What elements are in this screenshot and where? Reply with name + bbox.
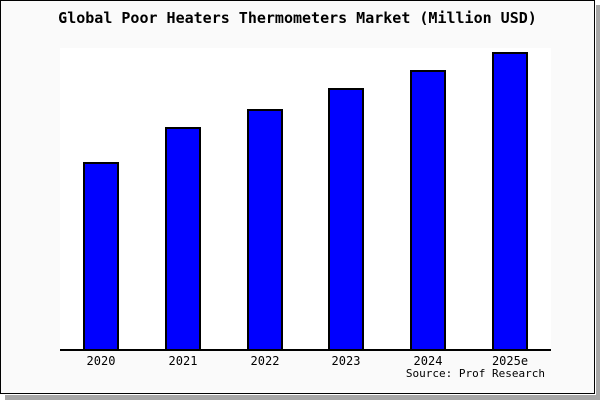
- frame-shadow-bottom: [5, 395, 596, 400]
- bar-2024: [410, 70, 446, 349]
- bar-2025e: [492, 52, 528, 349]
- x-tick-label-2020: 2020: [86, 354, 116, 368]
- x-tick-label-2021: 2021: [168, 354, 198, 368]
- frame-shadow-right: [596, 5, 600, 400]
- x-tick-label-2022: 2022: [250, 354, 280, 368]
- bar-2021: [165, 127, 201, 349]
- chart-frame: Global Poor Heaters Thermometers Market …: [0, 0, 595, 394]
- x-tick-label-2024: 2024: [413, 354, 443, 368]
- bar-2022: [247, 109, 283, 349]
- chart-title: Global Poor Heaters Thermometers Market …: [58, 9, 537, 27]
- bar-2020: [83, 162, 119, 349]
- source-label: Source: Prof Research: [405, 367, 545, 380]
- bar-2023: [328, 88, 364, 349]
- x-tick-label-2025e: 2025e: [491, 354, 529, 368]
- plot-area: [60, 48, 551, 351]
- x-tick-label-2023: 2023: [331, 354, 361, 368]
